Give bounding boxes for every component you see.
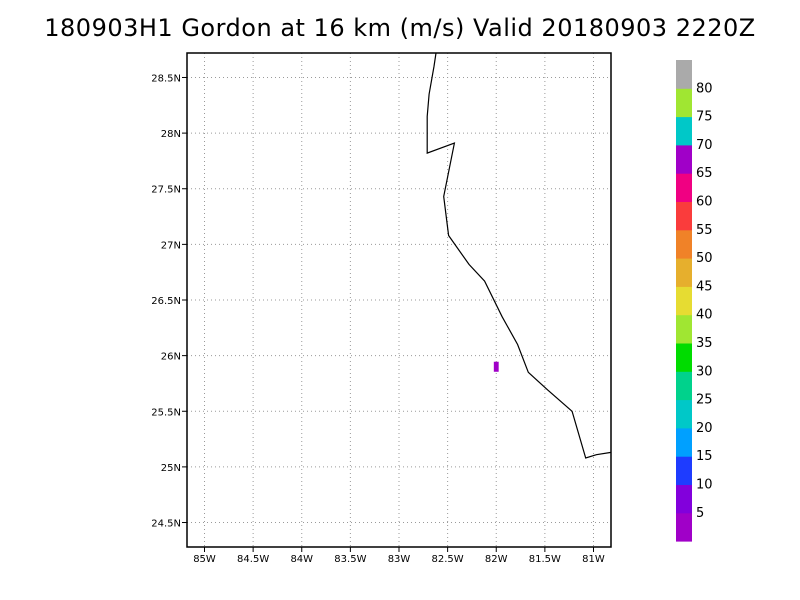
colorbar [676, 60, 692, 542]
colorbar-segment [676, 229, 692, 259]
colorbar-label: 30 [696, 364, 713, 379]
colorbar-segment [676, 456, 692, 485]
lat-tick-label: 27N [161, 240, 181, 251]
colorbar-label: 15 [696, 449, 713, 464]
lat-tick-label: 28.5N [151, 73, 181, 84]
colorbar-segment [676, 144, 692, 174]
colorbar-label: 65 [696, 166, 713, 181]
colorbar-label: 45 [696, 279, 713, 294]
lat-tick-label: 25.5N [151, 407, 181, 418]
coastline [426, 52, 612, 459]
longitude-axis: 85W 84.5W 84W 83.5W 83W 82.5W 82W 81.5W 81W [193, 547, 605, 565]
colorbar-label: 35 [696, 336, 713, 351]
colorbar-label: 70 [696, 138, 713, 153]
colorbar-segment [676, 173, 692, 202]
colorbar-labels: 5 10 15 20 25 30 35 40 45 50 55 60 65 70 75 80 [696, 81, 713, 521]
lat-tick-label: 26N [161, 352, 181, 363]
colorbar-label: 80 [696, 81, 713, 96]
lat-tick-label: 28N [161, 129, 181, 140]
chart-title: 180903H1 Gordon at 16 km (m/s) Valid 201… [44, 14, 756, 42]
colorbar-segment [676, 314, 692, 344]
colorbar-segment [676, 258, 692, 287]
colorbar-label: 55 [696, 223, 713, 238]
colorbar-label: 20 [696, 421, 713, 436]
lon-tick-label: 83W [388, 554, 411, 565]
latitude-axis: 28.5N 28N 27.5N 27N 26.5N 26N 25.5N 25N 24.5N [151, 73, 187, 530]
lon-tick-label: 85W [193, 554, 216, 565]
lon-tick-label: 84.5W [237, 554, 269, 565]
wind-data-cell [493, 361, 499, 372]
colorbar-label: 25 [696, 393, 713, 408]
colorbar-label: 5 [696, 506, 704, 521]
coastline-layer [426, 52, 612, 459]
colorbar-label: 40 [696, 308, 713, 323]
colorbar-segment [676, 484, 692, 514]
lat-tick-label: 26.5N [151, 296, 181, 307]
colorbar-segment [676, 286, 692, 316]
colorbar-segment [676, 399, 692, 429]
colorbar-label: 60 [696, 195, 713, 210]
colorbar-segment [676, 88, 692, 118]
lon-tick-label: 81.5W [529, 554, 561, 565]
gridlines [187, 53, 611, 547]
colorbar-segment [676, 116, 692, 146]
lon-tick-label: 83.5W [334, 554, 366, 565]
colorbar-segment [676, 60, 692, 89]
colorbar-label: 75 [696, 110, 713, 125]
lon-tick-label: 81W [582, 554, 605, 565]
colorbar-label: 10 [696, 478, 713, 493]
lon-tick-label: 84W [290, 554, 313, 565]
colorbar-segment [676, 427, 692, 457]
lon-tick-label: 82.5W [432, 554, 464, 565]
lat-tick-label: 27.5N [151, 185, 181, 196]
lat-tick-label: 24.5N [151, 519, 181, 530]
wind-data-layer [493, 361, 499, 372]
colorbar-segment [676, 201, 692, 231]
lat-tick-label: 25N [161, 463, 181, 474]
colorbar-segment [676, 371, 692, 401]
colorbar-segment [676, 343, 692, 372]
colorbar-segment [676, 512, 692, 542]
lon-tick-label: 82W [485, 554, 508, 565]
colorbar-label: 50 [696, 251, 713, 266]
